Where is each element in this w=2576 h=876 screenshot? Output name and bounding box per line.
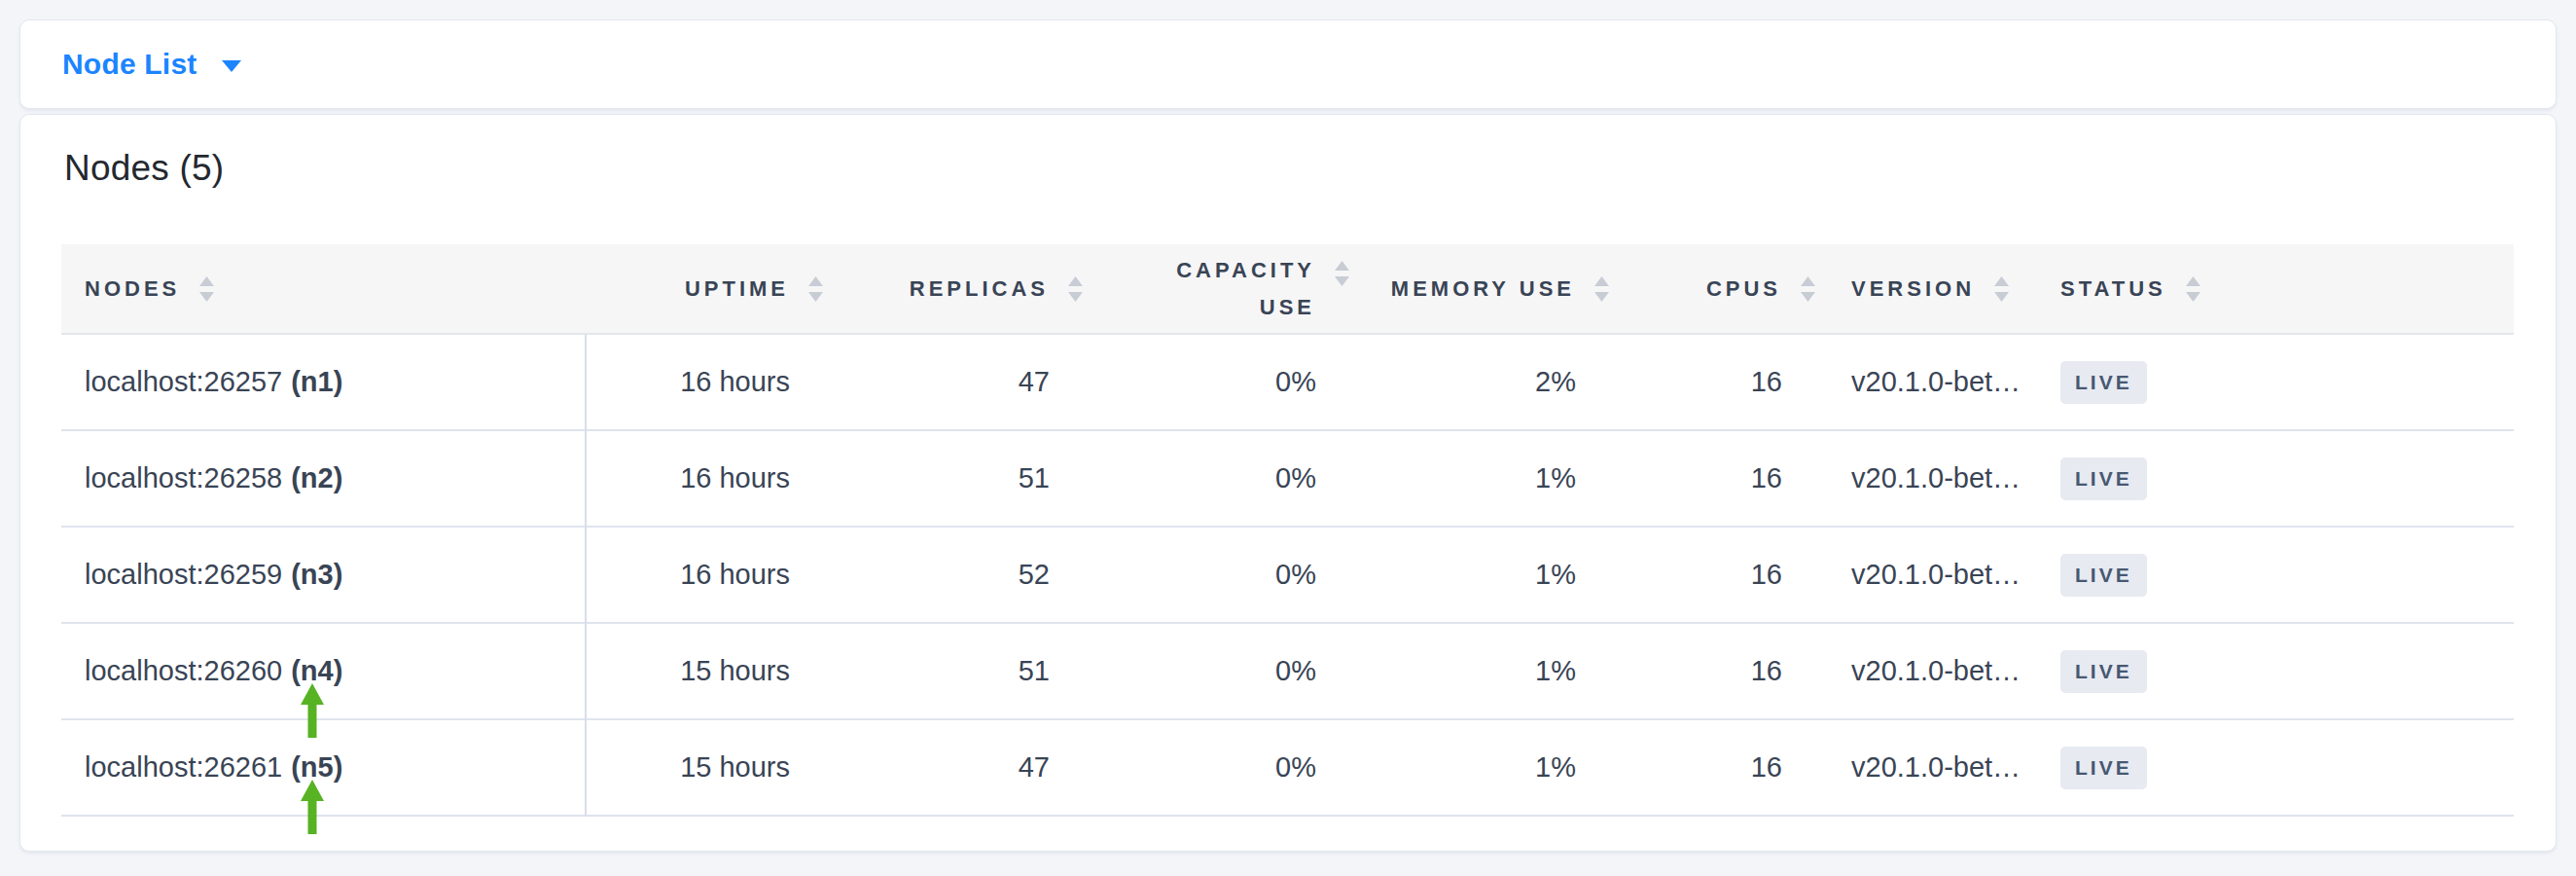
capacity-use-cell: 0%	[1083, 528, 1349, 622]
version-cell: v20.1.0-bet…	[1815, 431, 2049, 526]
table-row[interactable]: localhost:26259 (n3) 16 hours 52 0% 1% 1…	[61, 528, 2514, 624]
nodes-table: NODES UPTIME REPLICAS CAPACITY USE MEMOR…	[61, 244, 2514, 817]
uptime-cell: 16 hours	[585, 335, 823, 429]
status-badge: LIVE	[2060, 457, 2147, 500]
annotation-arrow-n5	[301, 780, 324, 834]
replicas-cell: 47	[823, 335, 1083, 429]
sort-icon	[2186, 276, 2200, 302]
node-address: localhost:26258	[85, 462, 282, 494]
capacity-use-cell: 0%	[1083, 624, 1349, 718]
status-cell: LIVE	[2049, 335, 2514, 429]
sort-icon	[1594, 276, 1609, 302]
sort-icon	[808, 276, 823, 302]
cpus-cell: 16	[1609, 624, 1815, 718]
node-list-dropdown-label: Node List	[62, 48, 197, 81]
version-cell: v20.1.0-bet…	[1815, 624, 2049, 718]
column-header-uptime[interactable]: UPTIME	[585, 244, 823, 333]
cpus-cell: 16	[1609, 528, 1815, 622]
cpus-cell: 16	[1609, 335, 1815, 429]
capacity-use-cell: 0%	[1083, 431, 1349, 526]
table-row[interactable]: localhost:26261 (n5) 15 hours 47 0% 1% 1…	[61, 720, 2514, 817]
capacity-use-cell: 0%	[1083, 335, 1349, 429]
sort-icon	[1068, 276, 1083, 302]
column-header-version[interactable]: VERSION	[1815, 244, 2049, 333]
column-header-status[interactable]: STATUS	[2049, 244, 2514, 333]
node-list-dropdown[interactable]: Node List	[62, 48, 242, 81]
memory-use-cell: 1%	[1349, 528, 1609, 622]
node-address: localhost:26257	[85, 366, 282, 398]
node-address-cell: localhost:26259 (n3)	[61, 528, 585, 622]
table-row[interactable]: localhost:26260 (n4) 15 hours 51 0% 1% 1…	[61, 624, 2514, 720]
version-cell: v20.1.0-bet…	[1815, 528, 2049, 622]
sort-icon	[1994, 276, 2009, 302]
replicas-cell: 51	[823, 431, 1083, 526]
uptime-cell: 16 hours	[585, 431, 823, 526]
node-id: (n3)	[291, 559, 342, 591]
replicas-cell: 47	[823, 720, 1083, 815]
node-address-cell: localhost:26258 (n2)	[61, 431, 585, 526]
node-address-cell: localhost:26257 (n1)	[61, 335, 585, 429]
status-cell: LIVE	[2049, 431, 2514, 526]
status-badge: LIVE	[2060, 650, 2147, 693]
memory-use-cell: 2%	[1349, 335, 1609, 429]
memory-use-cell: 1%	[1349, 624, 1609, 718]
annotation-arrow-n4	[301, 683, 324, 738]
node-id: (n2)	[291, 462, 342, 494]
capacity-use-cell: 0%	[1083, 720, 1349, 815]
nodes-column-divider	[585, 335, 587, 817]
status-badge: LIVE	[2060, 747, 2147, 789]
table-row[interactable]: localhost:26258 (n2) 16 hours 51 0% 1% 1…	[61, 431, 2514, 528]
node-address: localhost:26261	[85, 751, 282, 784]
column-header-capacity-use[interactable]: CAPACITY USE	[1083, 244, 1349, 333]
chevron-down-icon	[221, 59, 242, 73]
cpus-cell: 16	[1609, 431, 1815, 526]
status-cell: LIVE	[2049, 528, 2514, 622]
version-cell: v20.1.0-bet…	[1815, 335, 2049, 429]
node-address: localhost:26259	[85, 559, 282, 591]
sort-icon	[199, 276, 214, 302]
table-header-row: NODES UPTIME REPLICAS CAPACITY USE MEMOR…	[61, 244, 2514, 335]
memory-use-cell: 1%	[1349, 431, 1609, 526]
status-cell: LIVE	[2049, 720, 2514, 815]
replicas-cell: 52	[823, 528, 1083, 622]
memory-use-cell: 1%	[1349, 720, 1609, 815]
uptime-cell: 15 hours	[585, 720, 823, 815]
node-id: (n1)	[291, 366, 342, 398]
uptime-cell: 15 hours	[585, 624, 823, 718]
status-cell: LIVE	[2049, 624, 2514, 718]
uptime-cell: 16 hours	[585, 528, 823, 622]
node-address: localhost:26260	[85, 655, 282, 687]
replicas-cell: 51	[823, 624, 1083, 718]
column-header-cpus[interactable]: CPUS	[1609, 244, 1815, 333]
table-body: localhost:26257 (n1) 16 hours 47 0% 2% 1…	[61, 335, 2514, 817]
status-badge: LIVE	[2060, 361, 2147, 404]
table-row[interactable]: localhost:26257 (n1) 16 hours 47 0% 2% 1…	[61, 335, 2514, 431]
cpus-cell: 16	[1609, 720, 1815, 815]
column-header-replicas[interactable]: REPLICAS	[823, 244, 1083, 333]
content-card: Nodes (5) NODES UPTIME REPLICAS CAPACITY…	[19, 114, 2557, 852]
sort-icon	[1801, 276, 1815, 302]
column-header-memory-use[interactable]: MEMORY USE	[1349, 244, 1609, 333]
status-badge: LIVE	[2060, 554, 2147, 597]
page-title: Nodes (5)	[64, 148, 224, 189]
page-toolbar: Node List	[19, 19, 2557, 109]
column-header-nodes[interactable]: NODES	[61, 244, 585, 333]
version-cell: v20.1.0-bet…	[1815, 720, 2049, 815]
sort-icon	[1335, 261, 1349, 286]
